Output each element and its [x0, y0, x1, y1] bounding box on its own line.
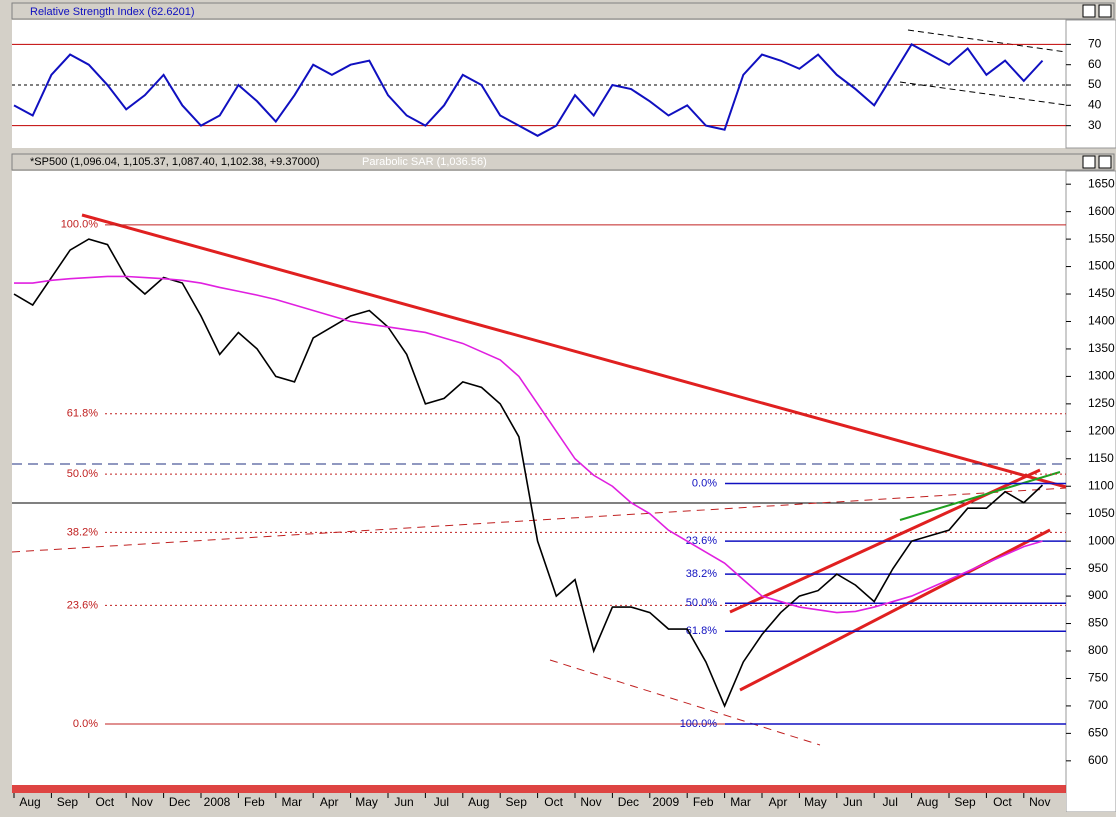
- x-tick-label: Apr: [320, 795, 339, 809]
- fib-label: 38.2%: [686, 568, 717, 580]
- x-tick-label: Aug: [19, 795, 40, 809]
- y-tick-label: 40: [1088, 98, 1102, 112]
- y-tick-label: 750: [1088, 671, 1108, 685]
- x-tick-label: Dec: [618, 795, 639, 809]
- x-tick-label: Sep: [506, 795, 528, 809]
- x-tick-label: Sep: [57, 795, 79, 809]
- y-tick-label: 30: [1088, 118, 1102, 132]
- y-tick-label: 1600: [1088, 204, 1115, 218]
- y-tick-label: 1150: [1088, 451, 1114, 465]
- close-button[interactable]: [1098, 155, 1112, 169]
- y-tick-label: 800: [1088, 643, 1108, 657]
- rsi-channel: [899, 81, 1067, 106]
- x-tick-label: Oct: [95, 795, 114, 809]
- rsi-plot: [12, 20, 1066, 148]
- x-tick-label: Mar: [281, 795, 302, 809]
- volume-strip: [12, 785, 1066, 793]
- maximize-button[interactable]: [1082, 4, 1096, 18]
- x-tick-label: Oct: [544, 795, 563, 809]
- trendline: [899, 471, 1061, 521]
- x-tick-label: Jun: [394, 795, 413, 809]
- fib-label: 50.0%: [686, 597, 717, 609]
- x-tick-label: Nov: [580, 795, 601, 809]
- fib-label: 50.0%: [67, 468, 98, 480]
- fib-label: 100.0%: [61, 219, 99, 231]
- fib-label: 100.0%: [680, 718, 718, 730]
- y-tick-label: 900: [1088, 588, 1108, 602]
- y-tick-label: 850: [1088, 616, 1108, 630]
- panel-titlebar: [11, 153, 1115, 171]
- trendline: [739, 528, 1051, 692]
- y-tick-label: 1400: [1088, 314, 1115, 328]
- trendline: [81, 213, 1067, 489]
- y-tick-label: 60: [1088, 57, 1102, 71]
- trendline: [549, 659, 821, 746]
- y-tick-label: 1650: [1088, 176, 1115, 190]
- x-tick-label: Feb: [244, 795, 265, 809]
- x-tick-label: 2008: [204, 795, 231, 809]
- x-tick-label: Apr: [769, 795, 788, 809]
- x-tick-label: 2009: [652, 795, 679, 809]
- y-tick-label: 1200: [1088, 423, 1115, 437]
- y-tick-label: 950: [1088, 561, 1108, 575]
- fib-label: 23.6%: [686, 535, 717, 547]
- y-tick-label: 70: [1088, 37, 1102, 51]
- x-tick-label: Mar: [730, 795, 751, 809]
- y-tick-label: 650: [1088, 726, 1108, 740]
- y-tick-label: 1050: [1088, 506, 1115, 520]
- y-tick-label: 1350: [1088, 341, 1115, 355]
- panel-titlebar: [11, 2, 1115, 20]
- y-tick-label: 1250: [1088, 396, 1115, 410]
- y-tick-label: 1000: [1088, 533, 1115, 547]
- x-tick-label: Feb: [693, 795, 714, 809]
- x-tick-label: May: [804, 795, 827, 809]
- trendline: [11, 487, 1067, 553]
- close-button[interactable]: [1098, 4, 1112, 18]
- y-tick-label: 1300: [1088, 369, 1115, 383]
- y-tick-label: 1450: [1088, 286, 1115, 300]
- x-tick-label: Nov: [1029, 795, 1050, 809]
- fib-label: 61.8%: [686, 625, 717, 637]
- x-tick-label: May: [355, 795, 378, 809]
- x-tick-label: Jul: [434, 795, 449, 809]
- x-tick-label: Jun: [843, 795, 862, 809]
- sar-title: Parabolic SAR (1,036.56): [362, 156, 487, 168]
- series-line: [13, 43, 1044, 137]
- x-tick-label: Sep: [954, 795, 976, 809]
- fib-label: 0.0%: [692, 477, 717, 489]
- rsi-axis: [1065, 19, 1116, 149]
- y-tick-label: 1550: [1088, 231, 1115, 245]
- x-tick-label: Aug: [468, 795, 489, 809]
- y-tick-label: 600: [1088, 753, 1108, 767]
- fib-label: 0.0%: [73, 718, 98, 730]
- maximize-button[interactable]: [1082, 155, 1096, 169]
- price-axis: [1065, 170, 1116, 813]
- series-line: [13, 238, 1044, 708]
- series-line: [14, 275, 1043, 614]
- price-title: *SP500 (1,096.04, 1,105.37, 1,087.40, 1,…: [30, 156, 320, 168]
- price-plot: [12, 171, 1066, 785]
- x-tick-label: Oct: [993, 795, 1012, 809]
- fib-label: 23.6%: [67, 599, 98, 611]
- fib-label: 38.2%: [67, 526, 98, 538]
- x-tick-label: Jul: [883, 795, 898, 809]
- fib-label: 61.8%: [67, 408, 98, 420]
- y-tick-label: 1100: [1088, 478, 1114, 492]
- x-tick-label: Dec: [169, 795, 190, 809]
- y-tick-label: 50: [1088, 77, 1102, 91]
- x-tick-label: Nov: [132, 795, 153, 809]
- x-tick-label: Aug: [917, 795, 938, 809]
- rsi-channel: [907, 29, 1067, 53]
- rsi-title: Relative Strength Index (62.6201): [30, 6, 195, 18]
- y-tick-label: 700: [1088, 698, 1108, 712]
- y-tick-label: 1500: [1088, 259, 1115, 273]
